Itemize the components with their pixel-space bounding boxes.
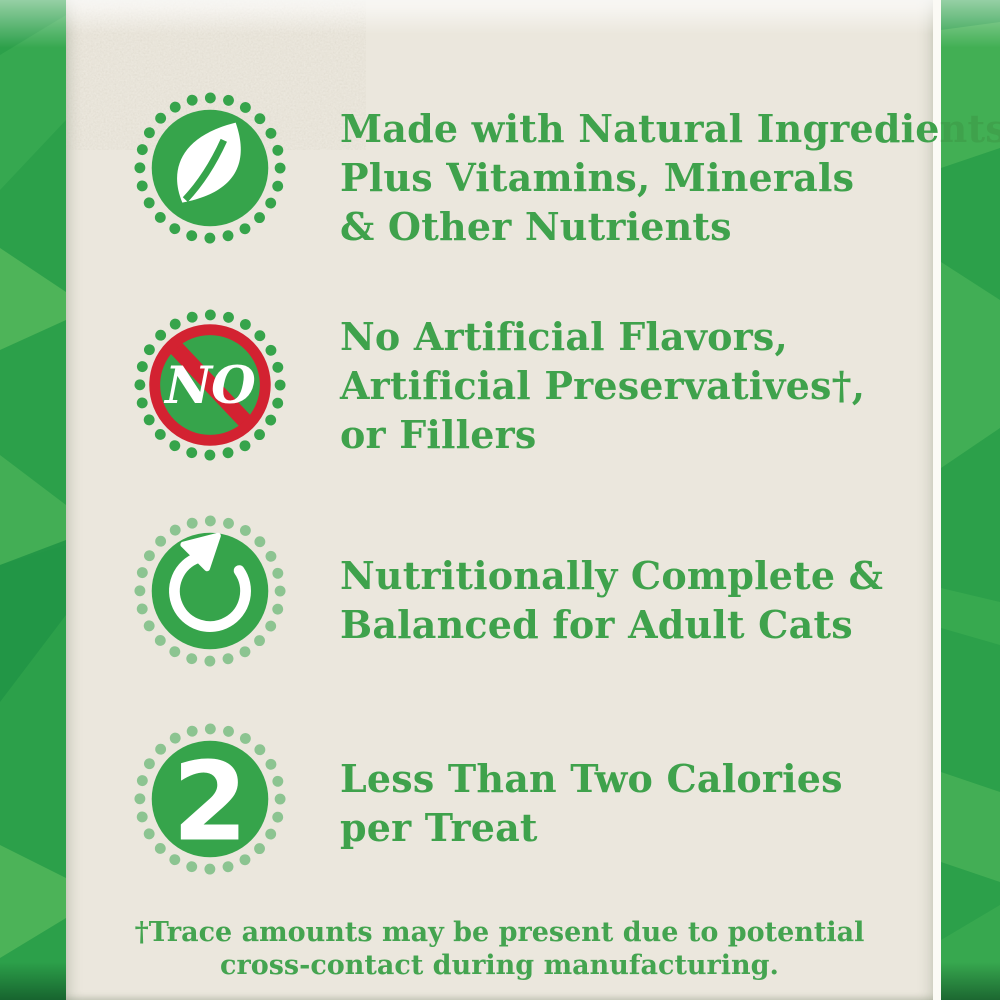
benefit-line: No Artificial Flavors, [340, 314, 788, 359]
benefit-line: Nutritionally Complete & [340, 553, 884, 598]
benefit-text-natural-ingredients: Made with Natural Ingredients Plus Vitam… [340, 104, 1000, 251]
number-two-icon: 2 [134, 723, 286, 875]
footnote-line: cross-contact during manufacturing. [220, 950, 779, 981]
panel-right-gap [933, 0, 941, 1000]
dotted-ring [134, 309, 286, 461]
package-left-edge [0, 0, 66, 1000]
no-symbol-icon: NO [134, 309, 286, 461]
dotted-ring [134, 92, 286, 244]
benefit-line: Less Than Two Calories [340, 756, 843, 801]
dotted-ring [134, 723, 286, 875]
benefit-line: Artificial Preservatives†, [340, 363, 866, 408]
dotted-ring [134, 515, 286, 667]
benefit-line: per Treat [340, 805, 538, 850]
benefit-text-complete-balanced: Nutritionally Complete & Balanced for Ad… [340, 551, 940, 649]
benefit-line: Made with Natural Ingredients [340, 106, 1000, 151]
left-edge-pattern [0, 0, 66, 1000]
benefit-text-no-artificial: No Artificial Flavors, Artificial Preser… [340, 312, 940, 459]
refresh-arrow-icon [134, 515, 286, 667]
two-badge-label: 2 [172, 738, 248, 865]
benefit-text-calories: Less Than Two Calories per Treat [340, 754, 940, 852]
right-edge-pattern [941, 0, 1000, 1000]
leaf-icon [134, 92, 286, 244]
package-right-edge [941, 0, 1000, 1000]
benefit-line: or Fillers [340, 412, 537, 457]
benefit-line: & Other Nutrients [340, 204, 732, 249]
benefit-line: Plus Vitamins, Minerals [340, 155, 855, 200]
no-badge-label: NO [163, 356, 256, 416]
panel-top-highlight [66, 0, 933, 34]
footnote: †Trace amounts may be present due to pot… [66, 916, 933, 982]
benefit-line: Balanced for Adult Cats [340, 602, 853, 647]
footnote-line: †Trace amounts may be present due to pot… [134, 917, 865, 948]
